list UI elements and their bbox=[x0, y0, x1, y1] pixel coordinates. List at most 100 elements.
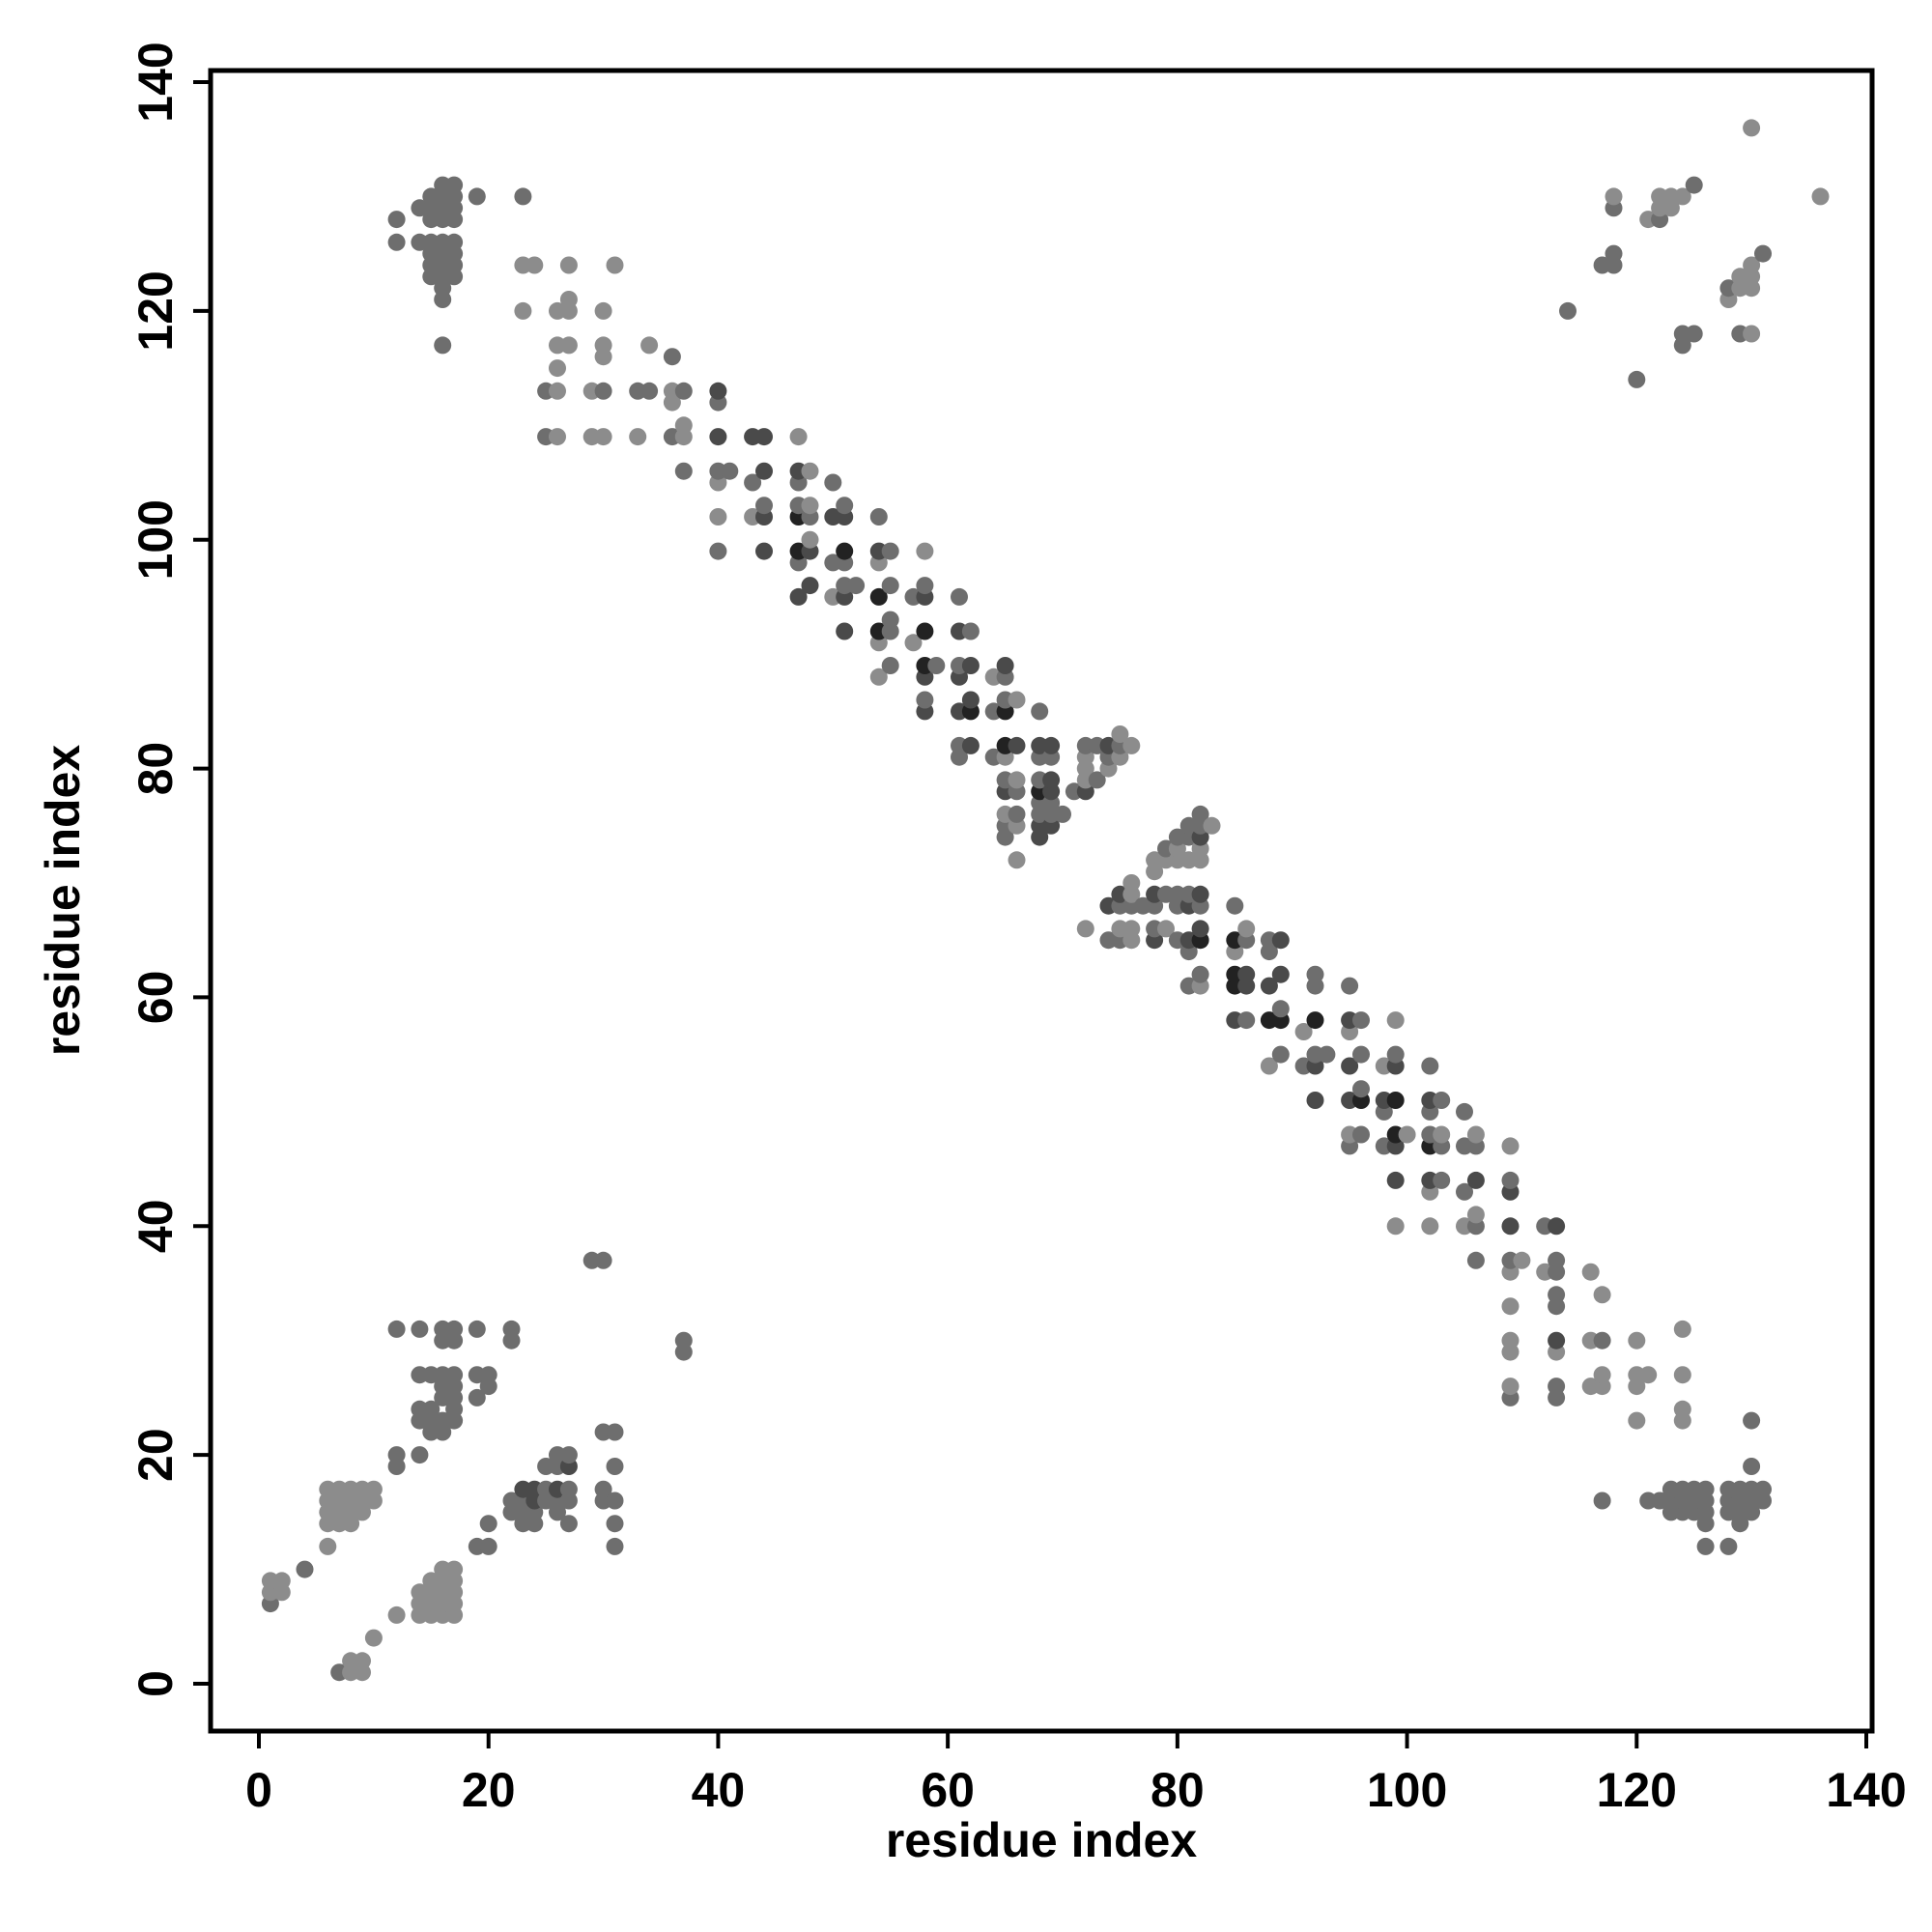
data-point bbox=[1352, 1011, 1370, 1030]
data-point bbox=[1559, 301, 1577, 320]
data-point bbox=[789, 587, 808, 606]
data-point bbox=[1271, 965, 1290, 983]
data-point bbox=[1042, 771, 1061, 789]
data-point bbox=[674, 1331, 693, 1350]
data-point bbox=[479, 1366, 497, 1384]
data-point bbox=[1466, 1206, 1485, 1224]
data-point bbox=[1042, 736, 1061, 754]
data-point bbox=[1685, 325, 1703, 343]
x-tick-label: 20 bbox=[462, 1763, 516, 1817]
data-point bbox=[755, 542, 773, 560]
data-point bbox=[1352, 1125, 1370, 1144]
data-point bbox=[881, 542, 899, 560]
data-point bbox=[594, 1251, 612, 1269]
data-point bbox=[1237, 965, 1256, 983]
data-point bbox=[594, 382, 612, 400]
data-point bbox=[836, 622, 854, 640]
data-point bbox=[916, 577, 934, 595]
x-tick-label: 120 bbox=[1597, 1763, 1677, 1817]
data-point bbox=[916, 542, 934, 560]
data-point bbox=[502, 1320, 521, 1338]
data-point bbox=[1593, 1286, 1611, 1304]
data-point bbox=[1386, 1011, 1405, 1030]
data-point bbox=[594, 336, 612, 355]
data-point bbox=[1341, 977, 1359, 995]
data-point bbox=[836, 497, 854, 515]
data-point bbox=[422, 1400, 440, 1418]
data-point bbox=[1501, 1137, 1520, 1155]
data-point bbox=[1237, 1011, 1256, 1030]
data-point bbox=[1593, 1331, 1611, 1350]
data-point bbox=[755, 497, 773, 515]
data-point bbox=[674, 462, 693, 480]
y-tick-label: 40 bbox=[128, 1199, 183, 1253]
data-point bbox=[1501, 1331, 1520, 1350]
data-point bbox=[1743, 325, 1761, 343]
data-point bbox=[606, 256, 624, 274]
data-point bbox=[514, 301, 532, 320]
data-point bbox=[272, 1572, 291, 1590]
data-point bbox=[1054, 805, 1071, 823]
data-point bbox=[1008, 851, 1026, 869]
data-point bbox=[606, 1515, 624, 1533]
data-point bbox=[801, 497, 819, 515]
data-point bbox=[1191, 805, 1209, 823]
y-tick-label: 20 bbox=[128, 1428, 183, 1482]
data-point bbox=[559, 1515, 578, 1533]
data-point bbox=[1433, 1171, 1451, 1189]
data-point bbox=[1226, 896, 1244, 915]
data-point bbox=[1088, 771, 1106, 789]
data-point bbox=[1008, 771, 1026, 789]
data-point bbox=[445, 176, 464, 194]
data-point bbox=[559, 1446, 578, 1464]
data-point bbox=[1466, 1251, 1485, 1269]
data-point bbox=[1696, 1537, 1715, 1555]
data-point bbox=[1548, 1286, 1566, 1304]
data-point bbox=[559, 1480, 578, 1498]
data-point bbox=[881, 577, 899, 595]
data-point bbox=[445, 1366, 464, 1384]
data-point bbox=[801, 530, 819, 549]
data-point bbox=[1433, 1092, 1451, 1109]
data-point bbox=[559, 336, 578, 355]
data-point bbox=[1501, 1217, 1520, 1236]
data-point bbox=[354, 1652, 371, 1670]
data-point bbox=[663, 348, 681, 366]
data-point bbox=[1122, 736, 1141, 754]
data-point bbox=[1743, 256, 1761, 274]
data-point bbox=[1260, 977, 1278, 995]
data-point bbox=[961, 622, 980, 640]
data-point bbox=[1466, 1125, 1485, 1144]
x-tick-label: 140 bbox=[1826, 1763, 1906, 1817]
y-tick-label: 60 bbox=[128, 971, 183, 1025]
data-point bbox=[1456, 1102, 1473, 1121]
data-point bbox=[1628, 370, 1646, 388]
data-point bbox=[1673, 1400, 1691, 1418]
data-point bbox=[1191, 885, 1209, 903]
data-point bbox=[755, 462, 773, 480]
data-point bbox=[869, 668, 888, 686]
data-point bbox=[709, 382, 727, 400]
data-point bbox=[606, 1492, 624, 1510]
data-point bbox=[1628, 1331, 1646, 1350]
data-point bbox=[847, 577, 866, 595]
data-point bbox=[468, 187, 486, 206]
data-point bbox=[445, 233, 464, 251]
data-point bbox=[1433, 1125, 1451, 1144]
data-point bbox=[824, 473, 842, 492]
data-point bbox=[1260, 1057, 1278, 1075]
data-point bbox=[445, 1560, 464, 1578]
y-tick-label: 100 bbox=[128, 499, 183, 580]
data-point bbox=[319, 1537, 337, 1555]
data-point bbox=[674, 416, 693, 435]
data-point bbox=[961, 657, 980, 674]
data-point bbox=[1754, 1480, 1772, 1498]
y-axis-title: residue index bbox=[36, 745, 90, 1057]
data-point bbox=[1501, 1378, 1520, 1396]
x-tick-label: 100 bbox=[1367, 1763, 1447, 1817]
data-point bbox=[744, 473, 762, 492]
data-point bbox=[411, 1320, 429, 1338]
data-point bbox=[801, 462, 819, 480]
data-point bbox=[1237, 920, 1256, 938]
data-point bbox=[1743, 1458, 1761, 1475]
